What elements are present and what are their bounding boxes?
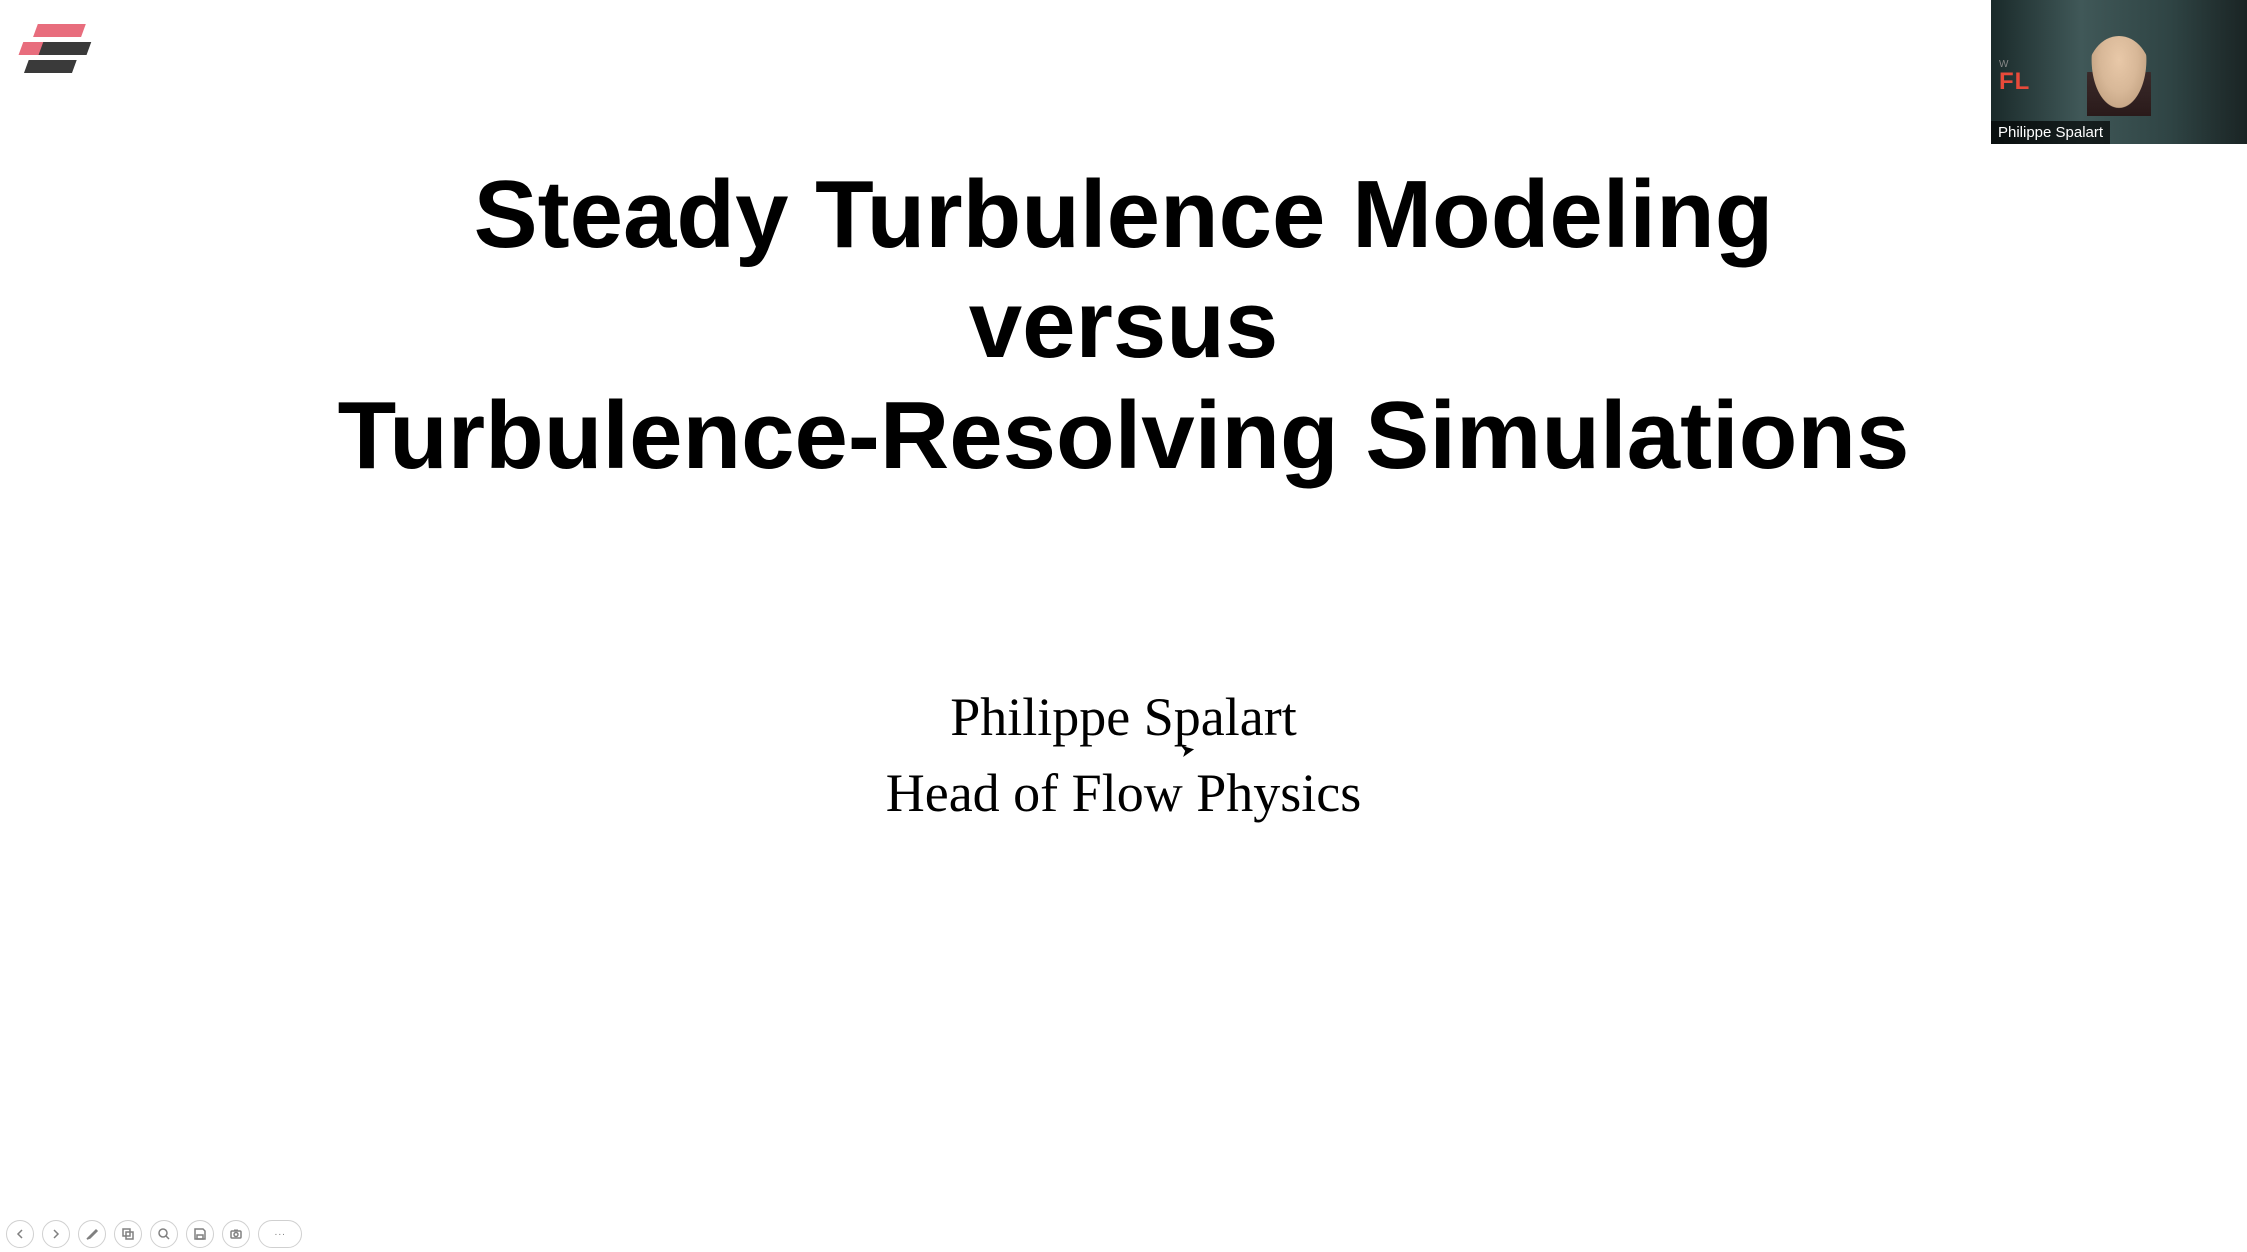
author-block: Philippe Spalart Head of Flow Physics <box>0 680 2247 831</box>
author-role: Head of Flow Physics <box>0 756 2247 832</box>
author-name: Philippe Spalart <box>0 680 2247 756</box>
search-icon <box>157 1227 171 1241</box>
webcam-thumbnail[interactable]: W FL Philippe Spalart <box>1991 0 2247 144</box>
prev-slide-button[interactable] <box>6 1220 34 1248</box>
slide-title: Steady Turbulence Modeling versus Turbul… <box>0 160 2247 491</box>
copy-button[interactable] <box>114 1220 142 1248</box>
presentation-toolbar: ··· <box>6 1220 302 1248</box>
presentation-slide: Steady Turbulence Modeling versus Turbul… <box>0 0 2247 1252</box>
save-icon <box>193 1227 207 1241</box>
company-logo <box>10 18 120 78</box>
title-line-2: versus <box>0 270 2247 380</box>
chevron-left-icon <box>14 1228 26 1240</box>
camera-button[interactable] <box>222 1220 250 1248</box>
zoom-button[interactable] <box>150 1220 178 1248</box>
chevron-right-icon <box>50 1228 62 1240</box>
save-button[interactable] <box>186 1220 214 1248</box>
copy-icon <box>121 1227 135 1241</box>
next-slide-button[interactable] <box>42 1220 70 1248</box>
webcam-watermark: W FL <box>1999 60 2030 94</box>
title-line-1: Steady Turbulence Modeling <box>0 160 2247 270</box>
webcam-person-icon <box>2087 36 2151 116</box>
webcam-name-label: Philippe Spalart <box>1991 121 2110 144</box>
camera-icon <box>229 1227 243 1241</box>
watermark-big: FL <box>1999 70 2030 94</box>
pen-icon <box>85 1227 99 1241</box>
more-button[interactable]: ··· <box>258 1220 302 1248</box>
pen-tool-button[interactable] <box>78 1220 106 1248</box>
title-line-3: Turbulence-Resolving Simulations <box>0 381 2247 491</box>
